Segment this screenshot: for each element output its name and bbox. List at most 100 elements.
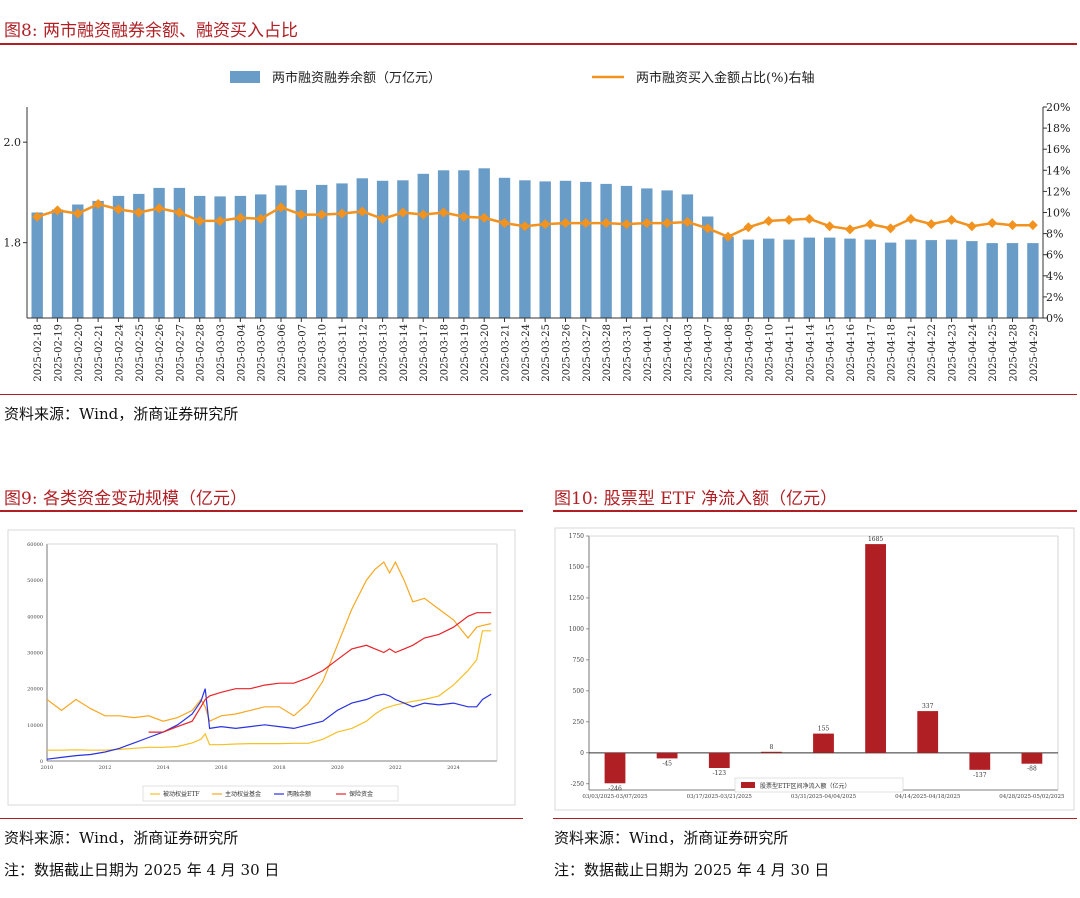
line-point-marker xyxy=(52,205,63,216)
y-tick-label: 50000 xyxy=(27,578,43,584)
x-tick-label: 2024 xyxy=(447,765,460,771)
x-tick-label: 2025-02-18 xyxy=(33,324,44,382)
line-point-marker xyxy=(519,221,530,232)
bar-margin-balance xyxy=(966,241,978,318)
legend-bar-label: 两市融资融券余额（万亿元） xyxy=(272,70,441,86)
x-tick-label: 2025-03-12 xyxy=(358,324,369,382)
right-tick-label: 6% xyxy=(1046,249,1063,262)
bar-margin-balance xyxy=(945,239,958,318)
x-tick-label: 2018 xyxy=(273,765,286,771)
bar-margin-balance xyxy=(925,240,937,318)
etf-bar xyxy=(708,752,730,768)
fig8-bottom-rule xyxy=(0,394,1077,395)
bar-margin-balance xyxy=(31,212,43,318)
line-point-marker xyxy=(824,221,835,232)
bar-margin-balance xyxy=(92,200,104,318)
x-tick-label: 2025-03-06 xyxy=(277,324,288,382)
y-tick-label: -250 xyxy=(571,781,585,788)
line-point-marker xyxy=(357,206,368,217)
right-tick-label: 8% xyxy=(1046,228,1063,241)
x-tick-label: 2025-04-14 xyxy=(805,324,816,382)
line-point-marker xyxy=(72,208,83,219)
fig10-chart: -250 0 250 500 750 1000 1250 1500 1750 -246 03/03/… xyxy=(554,527,1075,811)
line-point-marker xyxy=(32,211,43,222)
bar-margin-balance xyxy=(51,209,64,318)
y-tick-label: 500 xyxy=(573,688,585,695)
fig8-source: 资料来源：Wind，浙商证券研究所 xyxy=(4,405,239,423)
x-tick-label: 2025-03-04 xyxy=(236,324,247,382)
fig9-caption: 图9: 各类资金变动规模（亿元） xyxy=(4,489,247,509)
bar-margin-balance xyxy=(417,173,429,318)
bar-margin-balance xyxy=(478,168,490,318)
x-tick-label: 2025-03-14 xyxy=(399,324,410,382)
x-tick-label: 2025-03-24 xyxy=(521,324,532,382)
legend-label: 被动权益ETF xyxy=(163,790,200,798)
x-tick-label: 2025-04-29 xyxy=(1029,324,1040,382)
series-line-1 xyxy=(47,630,492,751)
x-tick-label: 2025-04-02 xyxy=(663,324,674,382)
bar-margin-balance xyxy=(783,239,795,318)
line-point-marker xyxy=(479,212,490,223)
fig8-caption: 图8: 两市融资融券余额、融资买入占比 xyxy=(4,21,298,41)
bar-margin-balance xyxy=(376,180,389,318)
bar-value-label: -45 xyxy=(662,760,672,767)
bar-value-label: 337 xyxy=(922,703,934,710)
etf-bar xyxy=(969,752,991,770)
line-point-marker xyxy=(784,214,794,225)
fig9-note: 注：数据截止日期为 2025 年 4 月 30 日 xyxy=(4,861,280,879)
line-point-marker xyxy=(763,215,774,226)
line-point-marker xyxy=(1007,220,1018,231)
line-point-marker xyxy=(865,219,876,230)
bar-margin-balance xyxy=(864,239,876,318)
fig9-frame xyxy=(7,529,516,806)
x-tick-label: 03/31/2025-04/04/2025 xyxy=(791,794,857,800)
y-tick-label: 30000 xyxy=(27,651,43,657)
y-tick-label: 1500 xyxy=(569,564,584,571)
etf-bar xyxy=(917,711,939,753)
bar-margin-balance xyxy=(214,196,226,318)
x-tick-label: 2025-04-11 xyxy=(785,324,796,382)
line-point-marker xyxy=(255,213,266,224)
series-line-2 xyxy=(46,560,492,723)
bar-margin-balance xyxy=(1027,243,1039,318)
x-tick-label: 04/14/2025-04/18/2025 xyxy=(895,794,961,800)
x-tick-label: 2025-04-22 xyxy=(927,324,938,382)
line-point-marker xyxy=(316,209,327,220)
bar-value-label: 155 xyxy=(818,726,830,733)
bar-margin-balance xyxy=(763,238,775,318)
x-tick-label: 2025-03-03 xyxy=(216,324,227,382)
bar-margin-balance xyxy=(437,170,450,318)
fig10-bottom-rule xyxy=(553,818,1077,819)
fig9-chart: 0 10000 20000 30000 40000 50000 60000 2010 2012 2… xyxy=(7,529,516,806)
line-point-marker xyxy=(966,221,977,232)
x-tick-label: 2025-03-28 xyxy=(602,324,613,382)
bar-margin-balance xyxy=(600,183,612,318)
legend-label: 股票型ETF区间净流入额（亿元） xyxy=(760,782,851,790)
etf-bar xyxy=(1021,752,1043,764)
x-tick-label: 2025-03-07 xyxy=(297,324,308,382)
y-tick-label: 20000 xyxy=(27,687,43,693)
bar-margin-balance xyxy=(234,195,247,318)
right-tick-label: 12% xyxy=(1046,185,1070,198)
x-tick-label: 2025-03-11 xyxy=(338,324,349,382)
line-point-marker xyxy=(438,207,449,218)
bar-margin-balance xyxy=(173,187,186,318)
y-tick-label: 750 xyxy=(573,657,585,664)
bar-margin-balance xyxy=(702,216,714,318)
line-point-marker xyxy=(987,218,998,229)
x-tick-label: 2025-02-19 xyxy=(54,324,65,382)
bar-value-label: 8 xyxy=(769,744,773,751)
x-tick-label: 2025-04-03 xyxy=(683,324,694,382)
x-tick-label: 2025-03-31 xyxy=(622,324,633,382)
line-point-marker xyxy=(580,218,591,229)
line-point-marker xyxy=(133,207,144,218)
line-point-marker xyxy=(499,218,510,229)
y-tick-label: 1750 xyxy=(569,533,584,540)
line-point-marker xyxy=(682,216,693,227)
x-tick-label: 2022 xyxy=(389,765,402,771)
line-point-marker xyxy=(215,215,226,226)
bar-margin-balance xyxy=(742,239,755,318)
bar-margin-balance xyxy=(295,189,307,318)
x-tick-label: 2025-02-25 xyxy=(135,324,146,382)
right-tick-label: 18% xyxy=(1046,122,1070,135)
